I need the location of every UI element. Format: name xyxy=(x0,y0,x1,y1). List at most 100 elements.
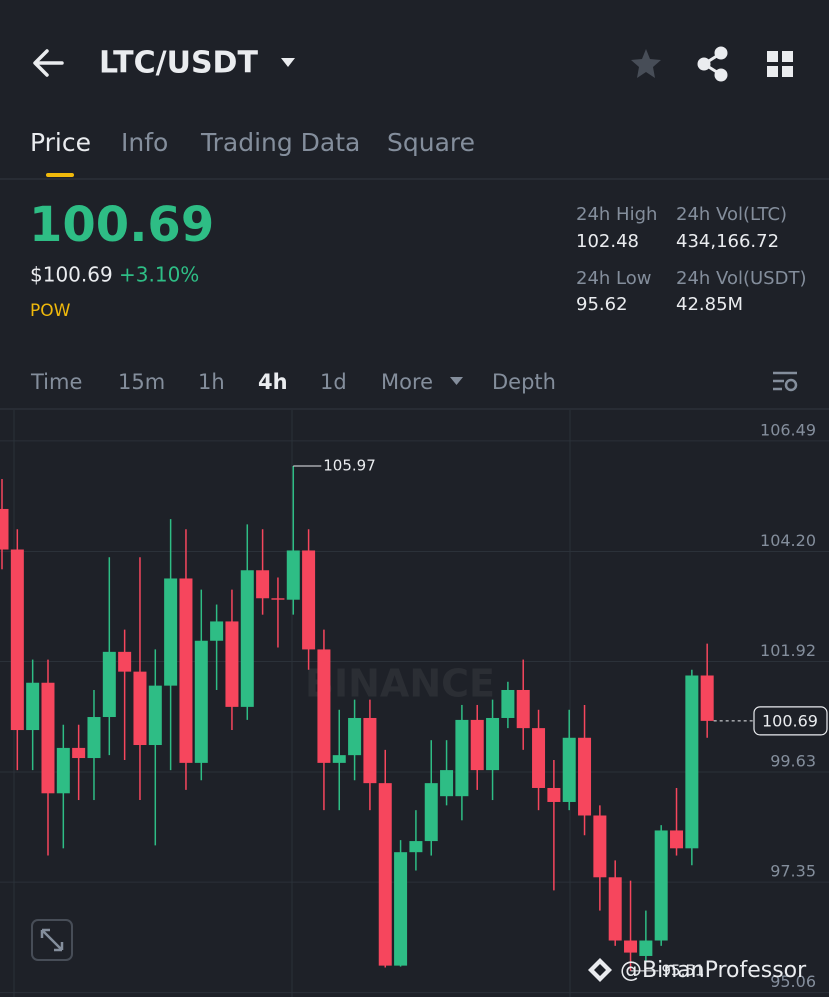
price-label: 100.69 xyxy=(762,711,818,730)
candle-body xyxy=(578,737,592,816)
candle-body xyxy=(0,508,9,550)
price-box xyxy=(753,706,828,736)
grid-cell xyxy=(767,51,778,62)
stat-label: 24h Vol(LTC) xyxy=(676,204,787,225)
candle-body xyxy=(225,621,239,707)
stat-label: 24h Vol(USDT) xyxy=(676,268,806,289)
candle-body xyxy=(608,877,622,941)
back-arrow xyxy=(33,49,64,77)
candle-body xyxy=(532,728,546,788)
usd-price: $100.69 xyxy=(30,263,113,287)
candle-body xyxy=(240,570,254,707)
high-label: 105.97 xyxy=(323,456,376,474)
share-dot xyxy=(714,68,728,82)
candle-body xyxy=(363,717,377,784)
y-tick-label: 101.92 xyxy=(760,641,816,660)
candle-body xyxy=(56,747,70,794)
candle-body xyxy=(348,717,362,756)
interval[interactable]: More xyxy=(381,370,433,394)
y-tick-label: 97.35 xyxy=(770,862,816,881)
candle-body xyxy=(332,755,346,763)
candle-body xyxy=(501,689,515,718)
chart-settings[interactable] xyxy=(773,371,798,392)
candle-body xyxy=(102,651,116,718)
share-dot xyxy=(697,57,711,71)
candle-body xyxy=(424,783,438,842)
candle-body xyxy=(593,815,607,878)
candle-body xyxy=(670,830,684,849)
pair-title[interactable]: LTC/USDT xyxy=(99,46,258,81)
more-dropdown[interactable] xyxy=(450,377,463,385)
expand-button[interactable] xyxy=(31,919,73,961)
stat-label: 24h High xyxy=(576,204,657,225)
stat-label: 24h Low xyxy=(576,268,651,289)
candle-body xyxy=(378,783,392,966)
candle-body xyxy=(87,717,101,759)
share-button[interactable] xyxy=(697,46,728,82)
share-dot xyxy=(714,46,728,60)
stat-value: 95.62 xyxy=(576,294,628,315)
credit: @BinanProfessor xyxy=(620,958,807,983)
tab[interactable]: Price xyxy=(30,128,91,157)
tab[interactable]: Info xyxy=(121,128,168,157)
stat-value: 42.85M xyxy=(676,294,743,315)
candle-body xyxy=(639,940,653,956)
back-button[interactable] xyxy=(33,49,64,77)
candle-body xyxy=(486,717,500,771)
candle-body xyxy=(72,747,86,759)
grid-cell xyxy=(782,51,793,62)
interval[interactable]: 1h xyxy=(198,370,225,394)
y-tick-label: 95.06 xyxy=(770,972,816,991)
candle-body xyxy=(455,719,469,797)
candle-body xyxy=(685,675,699,849)
candle-body xyxy=(179,578,193,763)
candle-body xyxy=(516,689,530,729)
expand-frame xyxy=(31,919,73,961)
grid-cell xyxy=(767,66,778,77)
interval[interactable]: Time xyxy=(30,370,82,394)
credit-logo xyxy=(588,958,612,982)
stat-value: 102.48 xyxy=(576,231,639,252)
candlestick-chart: BINANCE 106.49 104.20 101.92 99.63 97.35 95.0… xyxy=(0,410,829,997)
interval[interactable]: 1d xyxy=(320,370,347,394)
candle-body xyxy=(10,549,24,731)
y-tick-label: 104.20 xyxy=(760,531,816,550)
interval[interactable]: 4h xyxy=(258,370,288,394)
candle-body xyxy=(256,570,270,599)
interval[interactable]: Depth xyxy=(492,370,556,394)
pair-dropdown[interactable] xyxy=(281,58,295,67)
tab[interactable]: Square xyxy=(387,128,475,157)
candle-body xyxy=(194,640,208,763)
candle-body xyxy=(440,770,454,797)
interval[interactable]: 15m xyxy=(118,370,165,394)
grid-cell xyxy=(782,66,793,77)
candle-body xyxy=(470,719,484,771)
tab[interactable]: Trading Data xyxy=(200,128,360,157)
tab-indicator xyxy=(46,173,74,177)
tag[interactable]: POW xyxy=(30,301,71,321)
candle-body xyxy=(394,852,408,966)
y-tick-label: 106.49 xyxy=(760,420,816,439)
candle-body xyxy=(118,651,132,672)
candle-body xyxy=(317,649,331,763)
candle-body xyxy=(547,787,561,802)
stat-value: 434,166.72 xyxy=(676,231,779,252)
chart-watermark: BINANCE xyxy=(305,662,495,706)
price-change: +3.10% xyxy=(119,263,199,287)
candle-body xyxy=(562,737,576,802)
candle-body xyxy=(210,621,224,641)
low-label: 95.51 xyxy=(662,961,705,979)
candle-body xyxy=(164,578,178,686)
candle-body xyxy=(302,550,316,650)
candle-body xyxy=(654,830,668,941)
candle-body xyxy=(409,841,423,853)
layout-button[interactable] xyxy=(767,51,793,77)
candle-body xyxy=(700,675,714,721)
favorite-star[interactable] xyxy=(631,49,661,78)
candle-body xyxy=(26,682,40,731)
expand-arrows xyxy=(40,928,64,952)
icon-gear xyxy=(784,378,798,392)
candle-body xyxy=(133,671,147,746)
candle-body xyxy=(624,940,638,953)
